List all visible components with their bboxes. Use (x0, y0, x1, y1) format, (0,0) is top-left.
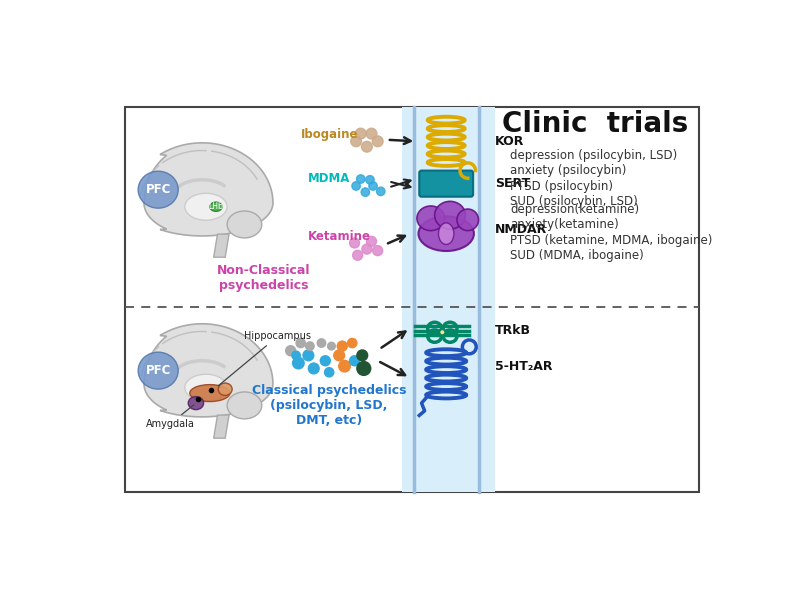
Circle shape (362, 141, 372, 152)
Text: NMDAR: NMDAR (494, 223, 547, 236)
Circle shape (303, 350, 314, 361)
Ellipse shape (185, 193, 227, 220)
Circle shape (318, 339, 326, 347)
Ellipse shape (218, 383, 232, 395)
Text: Classical psychedelics
(psilocybin, LSD,
DMT, etc): Classical psychedelics (psilocybin, LSD,… (252, 384, 406, 427)
Polygon shape (214, 415, 229, 438)
Text: 5-HT₂AR: 5-HT₂AR (494, 359, 552, 373)
Polygon shape (144, 324, 273, 417)
Circle shape (353, 250, 362, 260)
Circle shape (338, 361, 350, 372)
Polygon shape (214, 234, 229, 257)
Circle shape (369, 182, 378, 190)
Text: SERT: SERT (494, 177, 530, 190)
Text: Hippocampus: Hippocampus (218, 331, 311, 386)
Circle shape (292, 351, 300, 359)
Circle shape (352, 182, 360, 190)
Text: SUD (MDMA, ibogaine): SUD (MDMA, ibogaine) (510, 249, 644, 262)
Ellipse shape (417, 206, 445, 230)
Ellipse shape (434, 202, 466, 229)
Circle shape (286, 346, 296, 356)
Ellipse shape (138, 352, 178, 389)
Circle shape (357, 362, 370, 376)
Circle shape (362, 244, 372, 254)
Ellipse shape (188, 397, 204, 410)
Circle shape (306, 342, 314, 350)
Polygon shape (144, 143, 273, 236)
Text: PFC: PFC (146, 183, 171, 196)
Text: Amygdala: Amygdala (146, 405, 194, 429)
Text: PTSD (ketamine, MDMA, ibogaine): PTSD (ketamine, MDMA, ibogaine) (510, 233, 713, 247)
Circle shape (348, 338, 357, 347)
Circle shape (377, 187, 385, 196)
Text: Ketamine: Ketamine (308, 230, 370, 243)
Ellipse shape (438, 223, 454, 244)
Text: Clinic  trials: Clinic trials (502, 110, 688, 139)
FancyBboxPatch shape (402, 107, 494, 491)
Circle shape (357, 175, 365, 183)
Text: KOR: KOR (494, 135, 524, 148)
Circle shape (372, 136, 383, 146)
Text: TRkB: TRkB (494, 324, 530, 337)
FancyBboxPatch shape (125, 107, 698, 491)
Circle shape (320, 356, 330, 366)
Text: PTSD (psilocybin): PTSD (psilocybin) (510, 180, 613, 193)
Circle shape (293, 357, 304, 369)
Text: PFC: PFC (146, 364, 171, 377)
Circle shape (308, 363, 319, 374)
Text: LHb: LHb (209, 202, 223, 211)
Text: depression(ketamine): depression(ketamine) (510, 203, 639, 216)
Ellipse shape (138, 171, 178, 208)
Circle shape (350, 238, 359, 248)
Circle shape (355, 128, 366, 139)
Text: Ibogaine: Ibogaine (301, 128, 358, 141)
Circle shape (366, 236, 377, 247)
Circle shape (357, 350, 368, 361)
Text: anxiety (psilocybin): anxiety (psilocybin) (510, 164, 626, 178)
Circle shape (366, 128, 377, 139)
Circle shape (338, 341, 347, 351)
Circle shape (296, 338, 306, 347)
Circle shape (325, 368, 334, 377)
Text: MDMA: MDMA (308, 172, 350, 185)
Circle shape (373, 245, 382, 256)
Ellipse shape (227, 211, 262, 238)
Ellipse shape (185, 374, 227, 401)
Ellipse shape (439, 329, 446, 335)
Ellipse shape (190, 385, 230, 401)
Ellipse shape (227, 392, 262, 419)
Circle shape (350, 356, 359, 366)
Text: anxiety(ketamine): anxiety(ketamine) (510, 218, 619, 231)
Circle shape (334, 350, 345, 361)
Text: depression (psilocybin, LSD): depression (psilocybin, LSD) (510, 149, 678, 162)
Text: SUD (psilocybin, LSD): SUD (psilocybin, LSD) (510, 195, 638, 208)
Circle shape (328, 342, 335, 350)
FancyBboxPatch shape (419, 170, 473, 197)
Circle shape (350, 136, 362, 146)
Ellipse shape (418, 217, 474, 251)
Text: Non-Classical
psychedelics: Non-Classical psychedelics (217, 265, 310, 292)
Circle shape (361, 188, 370, 196)
Ellipse shape (210, 202, 222, 211)
Circle shape (366, 176, 374, 184)
Ellipse shape (457, 209, 478, 230)
